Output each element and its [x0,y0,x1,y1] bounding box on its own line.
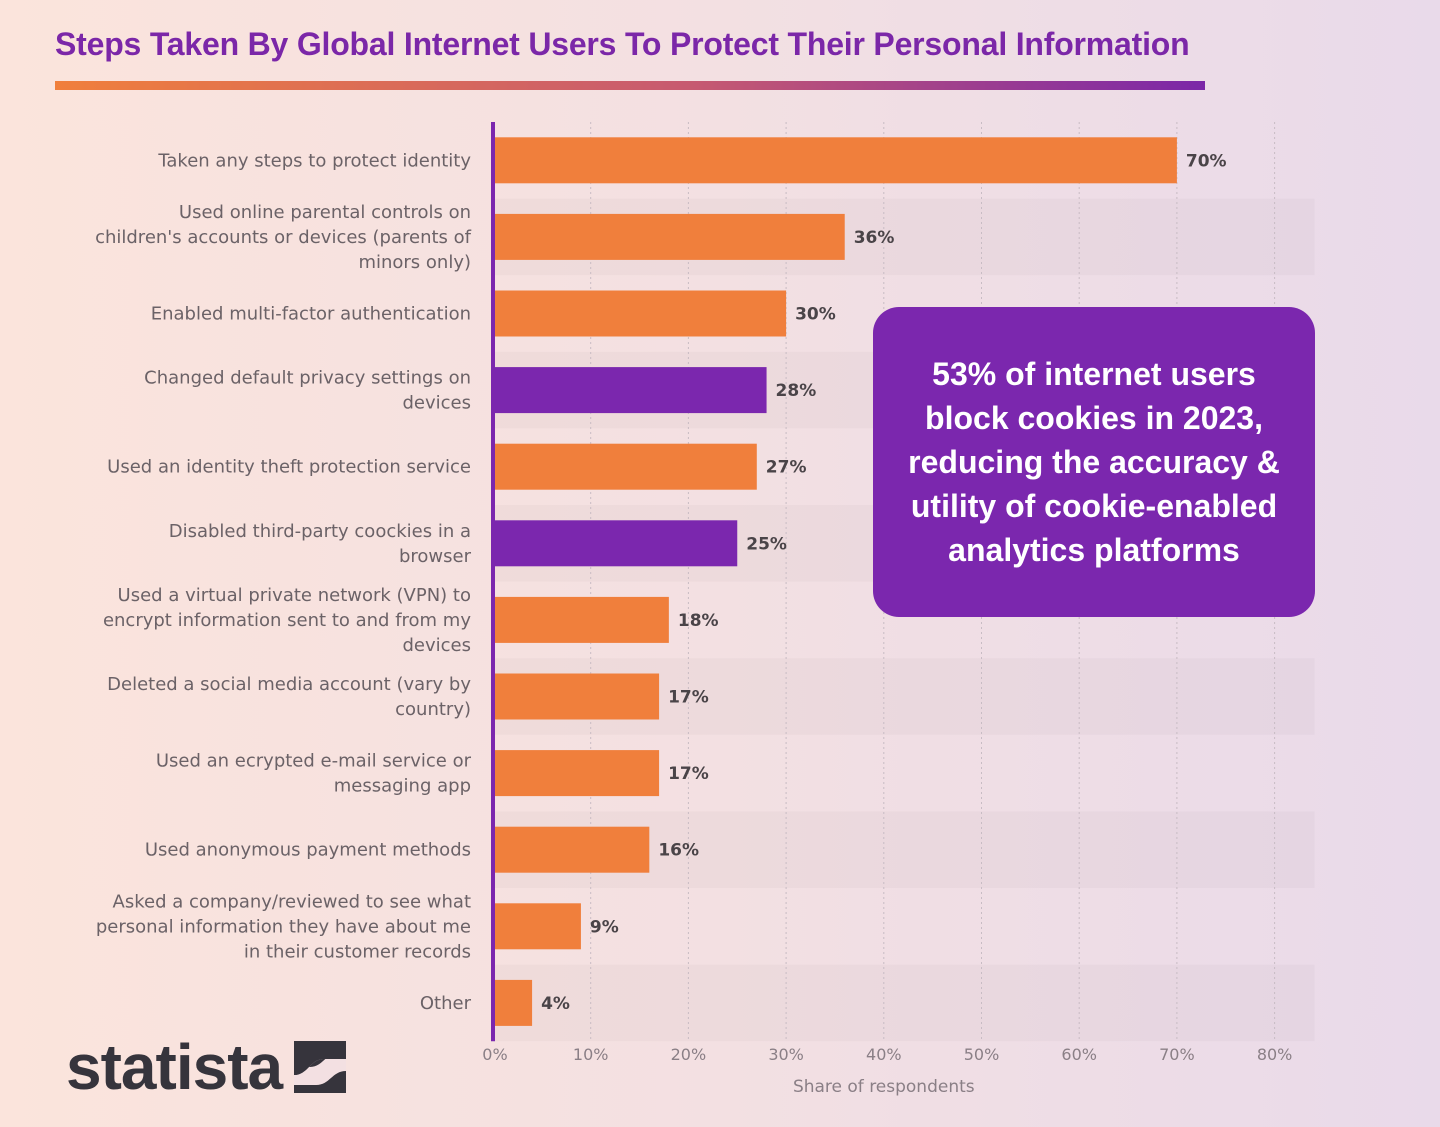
category-label: Used a virtual private network (VPN) to e… [103,585,471,656]
callout-text: 53% of internet users block cookies in 2… [908,356,1280,568]
category-label: Taken any steps to protect identity [157,150,471,171]
data-label: 18% [678,611,719,631]
x-tick-label: 80% [1257,1045,1293,1064]
bar [493,443,757,490]
category-label: Asked a company/reviewed to see what pers… [96,891,471,962]
data-label: 28% [776,381,817,401]
bar [493,826,650,873]
data-label: 36% [854,228,895,248]
x-tick-label: 30% [768,1045,804,1064]
data-label: 16% [658,841,699,861]
x-tick-label: 10% [573,1045,609,1064]
x-tick-label: 70% [1159,1045,1195,1064]
row-band [493,965,1315,1042]
bar [493,213,845,260]
data-label: 4% [541,994,570,1014]
x-tick-label: 0% [482,1045,507,1064]
data-label: 25% [746,534,787,554]
bar [493,290,787,337]
callout-box: 53% of internet users block cookies in 2… [873,307,1315,617]
x-tick-label: 20% [671,1045,707,1064]
bar [493,673,660,720]
statista-wave-icon [294,1041,347,1093]
category-label: Used an identity theft protection servic… [107,457,471,478]
statista-logo: statista [66,1030,347,1104]
bar [493,520,738,567]
x-tick-label: 60% [1061,1045,1097,1064]
category-label: Used an ecrypted e-mail service or messag… [156,751,472,797]
data-label: 17% [668,688,709,708]
bar [493,750,660,797]
bar [493,596,669,643]
x-tick-label: 50% [964,1045,1000,1064]
data-label: 70% [1186,151,1227,171]
title-underline [55,81,1205,90]
bar [493,979,533,1026]
category-label: Other [420,993,472,1014]
category-label: Used anonymous payment methods [145,840,471,861]
data-label: 9% [590,917,619,937]
data-label: 30% [795,305,836,325]
x-axis-label: Share of respondents [793,1077,975,1097]
category-label: Deleted a social media account (vary by c… [107,674,471,720]
category-label: Enabled multi-factor authentication [151,304,471,325]
logo-text: statista [66,1031,283,1103]
bar [493,367,767,414]
data-label: 27% [766,458,807,478]
data-label: 17% [668,764,709,784]
page-title: Steps Taken By Global Internet Users To … [55,26,1190,62]
bar [493,903,581,950]
x-tick-label: 40% [866,1045,902,1064]
category-label: Changed default privacy settings on devic… [144,368,471,414]
category-label: Disabled third-party coockies in a browse… [169,521,472,567]
bar [493,137,1177,184]
category-label: Used online parental controls on children… [95,202,472,273]
